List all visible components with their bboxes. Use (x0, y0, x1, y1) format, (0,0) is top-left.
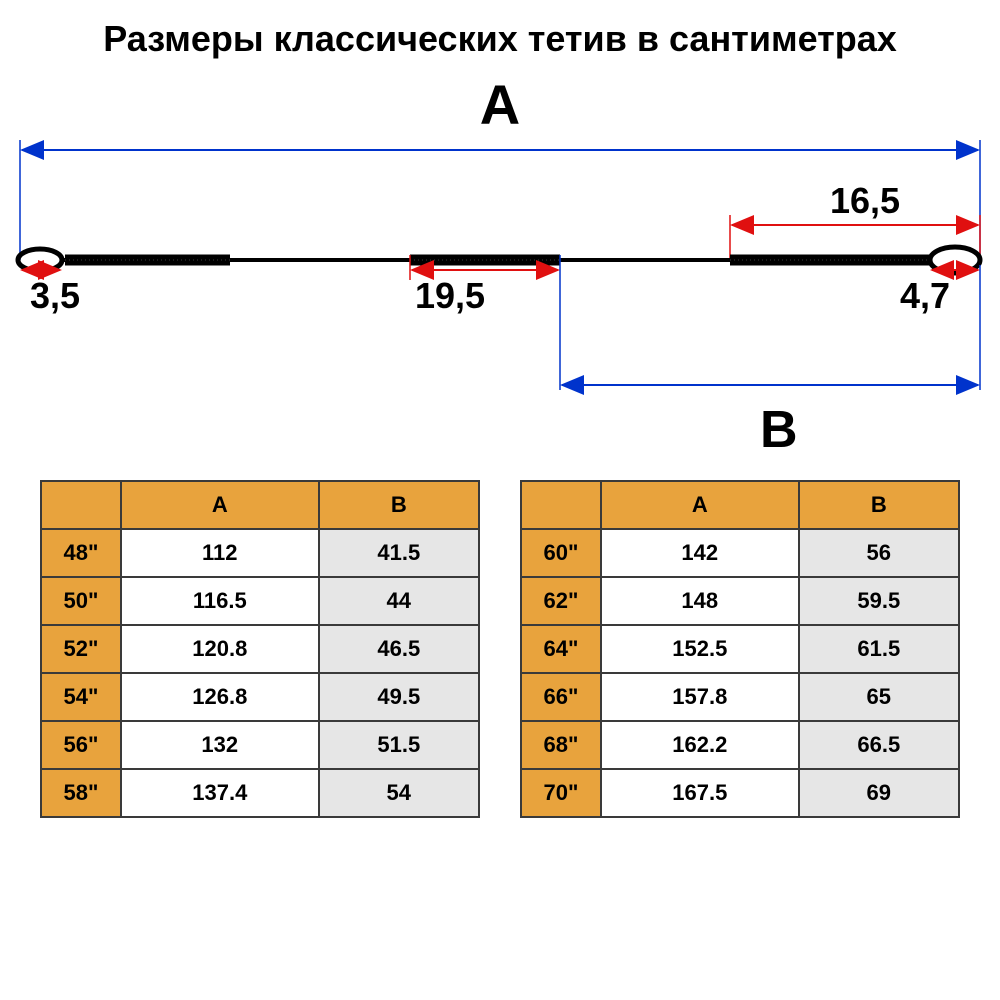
table-row: 60"14256 (521, 529, 959, 577)
page-title: Размеры классических тетив в сантиметрах (0, 18, 1000, 60)
size-cell: 68" (521, 721, 601, 769)
table-row: 68"162.266.5 (521, 721, 959, 769)
value-b-cell: 69 (799, 769, 959, 817)
table-header-row: A B (41, 481, 479, 529)
header-empty (41, 481, 121, 529)
size-cell: 54" (41, 673, 121, 721)
table-row: 56"13251.5 (41, 721, 479, 769)
value-b-cell: 66.5 (799, 721, 959, 769)
size-cell: 70" (521, 769, 601, 817)
table-header-row: A B (521, 481, 959, 529)
value-a-cell: 167.5 (601, 769, 799, 817)
table-row: 54"126.849.5 (41, 673, 479, 721)
value-a-cell: 142 (601, 529, 799, 577)
header-a: A (121, 481, 319, 529)
value-b-cell: 54 (319, 769, 479, 817)
size-cell: 64" (521, 625, 601, 673)
size-table-right: A B 60"1425662"14859.564"152.561.566"157… (520, 480, 960, 818)
page: Размеры классических тетив в сантиметрах… (0, 0, 1000, 1000)
value-b-cell: 46.5 (319, 625, 479, 673)
value-a-cell: 152.5 (601, 625, 799, 673)
value-a-cell: 137.4 (121, 769, 319, 817)
tables-area: A B 48"11241.550"116.54452"120.846.554"1… (40, 480, 960, 818)
value-a-cell: 126.8 (121, 673, 319, 721)
value-b-cell: 59.5 (799, 577, 959, 625)
size-cell: 62" (521, 577, 601, 625)
size-cell: 52" (41, 625, 121, 673)
size-cell: 50" (41, 577, 121, 625)
table-row: 58"137.454 (41, 769, 479, 817)
value-b-cell: 61.5 (799, 625, 959, 673)
value-b-cell: 51.5 (319, 721, 479, 769)
value-a-cell: 120.8 (121, 625, 319, 673)
size-cell: 60" (521, 529, 601, 577)
header-b: B (319, 481, 479, 529)
value-a-cell: 148 (601, 577, 799, 625)
value-a-cell: 116.5 (121, 577, 319, 625)
size-table-left: A B 48"11241.550"116.54452"120.846.554"1… (40, 480, 480, 818)
header-empty (521, 481, 601, 529)
value-b-cell: 65 (799, 673, 959, 721)
header-a: A (601, 481, 799, 529)
value-a-cell: 162.2 (601, 721, 799, 769)
table-row: 64"152.561.5 (521, 625, 959, 673)
value-a-cell: 157.8 (601, 673, 799, 721)
value-b-cell: 56 (799, 529, 959, 577)
label-a: A (0, 72, 1000, 137)
size-cell: 66" (521, 673, 601, 721)
table-row: 48"11241.5 (41, 529, 479, 577)
table-row: 50"116.544 (41, 577, 479, 625)
table-row: 66"157.865 (521, 673, 959, 721)
bowstring-diagram (10, 130, 990, 410)
size-cell: 48" (41, 529, 121, 577)
header-b: B (799, 481, 959, 529)
table-row: 52"120.846.5 (41, 625, 479, 673)
table-row: 62"14859.5 (521, 577, 959, 625)
size-cell: 58" (41, 769, 121, 817)
value-a-cell: 132 (121, 721, 319, 769)
value-b-cell: 44 (319, 577, 479, 625)
size-cell: 56" (41, 721, 121, 769)
value-a-cell: 112 (121, 529, 319, 577)
table-row: 70"167.569 (521, 769, 959, 817)
value-b-cell: 41.5 (319, 529, 479, 577)
value-b-cell: 49.5 (319, 673, 479, 721)
